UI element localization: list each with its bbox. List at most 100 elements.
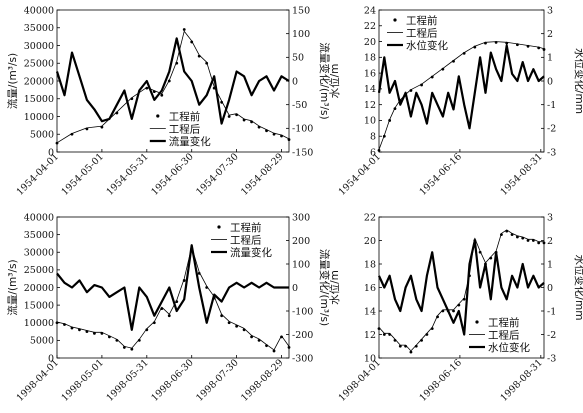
left-tick-label: 18 xyxy=(364,259,376,270)
right-axis-title: 水位变化/mm xyxy=(573,255,583,321)
right-tick-label: -300 xyxy=(292,353,313,364)
right-tick-label: 150 xyxy=(292,5,310,16)
x-tick-label: 1954-06-16 xyxy=(418,151,465,198)
left-tick-label: 10000 xyxy=(24,318,54,329)
series-line xyxy=(377,239,545,336)
legend-label: 工程前 xyxy=(488,316,520,329)
right-axis-title: 流量变化/(m³/s) xyxy=(318,249,331,326)
left-tick-label: 8 xyxy=(370,132,376,143)
right-axis-title: 流量变化/(m³/s) xyxy=(318,42,331,119)
x-tick-label: 1998-07-30 xyxy=(194,357,241,404)
x-tick-label: 1998-06-16 xyxy=(418,357,465,404)
left-tick-label: 15000 xyxy=(24,94,54,105)
right-tick-label: 3 xyxy=(547,5,553,16)
data-point xyxy=(287,346,291,349)
left-axis-title: 水位/m xyxy=(328,64,341,99)
left-tick-label: 40000 xyxy=(24,212,54,223)
x-tick-label: 1998-04-01 xyxy=(337,357,384,404)
legend-label: 工程后 xyxy=(230,234,262,246)
series-thin xyxy=(378,229,544,352)
data-point xyxy=(526,239,530,242)
right-tick-label: -50 xyxy=(292,100,307,111)
right-tick-label: -2 xyxy=(547,330,556,341)
right-tick-label: 2 xyxy=(547,29,553,40)
right-tick-label: -2 xyxy=(547,124,556,135)
left-axis-title: 流量/(m³/s) xyxy=(6,53,19,109)
x-tick-label: 1954-08-29 xyxy=(239,151,286,198)
left-tick-label: 5000 xyxy=(30,336,54,347)
legend-label: 工程前 xyxy=(230,221,262,234)
left-tick-label: 12 xyxy=(364,330,376,341)
left-tick-label: 12 xyxy=(364,100,376,111)
left-tick-label: 10 xyxy=(364,353,376,364)
data-point xyxy=(272,349,276,353)
legend-symbol-dots xyxy=(217,225,221,229)
data-point xyxy=(377,149,381,152)
x-tick-label: 1954-05-31 xyxy=(104,151,151,198)
data-point xyxy=(227,115,231,118)
data-point xyxy=(167,314,171,318)
series-dots xyxy=(55,247,291,353)
right-tick-label: -100 xyxy=(292,124,313,135)
data-point xyxy=(160,93,164,97)
left-tick-label: 20 xyxy=(364,236,376,247)
right-tick-label: -1 xyxy=(547,306,556,317)
series-thick xyxy=(56,244,289,331)
data-point xyxy=(182,28,186,31)
x-tick-label: 1998-08-29 xyxy=(239,357,286,404)
right-tick-label: -150 xyxy=(292,147,313,158)
series-line xyxy=(55,37,290,125)
legend-symbol-dots xyxy=(156,114,160,118)
right-tick-label: 50 xyxy=(292,53,304,64)
right-tick-label: 100 xyxy=(292,29,310,40)
right-tick-label: 200 xyxy=(292,236,310,247)
right-tick-label: -200 xyxy=(292,330,313,341)
left-tick-label: 35000 xyxy=(24,230,54,241)
chart-panel-3: 0 5000 10000 15000 20000 25000 30000 35000 40000… xyxy=(6,212,331,404)
right-tick-label: 1 xyxy=(547,53,553,64)
right-tick-label: 0 xyxy=(547,76,553,87)
right-axis-title: 水位变化/mm xyxy=(573,48,583,114)
legend-symbol-dots xyxy=(393,18,397,22)
data-point xyxy=(542,241,546,245)
legend-label: 流量变化 xyxy=(169,135,211,148)
right-tick-label: 100 xyxy=(292,259,310,270)
series-line xyxy=(56,246,290,351)
legend-label: 工程后 xyxy=(169,123,201,135)
legend-label: 工程后 xyxy=(488,329,520,341)
data-point xyxy=(55,321,59,325)
left-tick-label: 15000 xyxy=(24,300,54,311)
left-tick-label: 14 xyxy=(364,84,376,95)
left-axis-title: 水位/m xyxy=(328,270,341,305)
left-tick-label: 0 xyxy=(48,353,54,364)
right-tick-label: 0 xyxy=(292,76,298,87)
x-tick-label: 1998-04-01 xyxy=(15,357,62,404)
series-line xyxy=(378,41,545,150)
left-tick-label: 24 xyxy=(364,5,376,16)
series-line xyxy=(378,229,544,352)
left-tick-label: 16 xyxy=(364,283,376,294)
plot-frame xyxy=(378,9,545,153)
data-point xyxy=(382,333,386,336)
x-tick-label: 1998-08-31 xyxy=(498,357,545,404)
right-tick-label: -3 xyxy=(547,147,556,158)
x-tick-label: 1954-04-01 xyxy=(337,151,384,198)
right-tick-label: -3 xyxy=(547,353,556,364)
left-tick-label: 18 xyxy=(364,53,376,64)
x-tick-label: 1954-04-01 xyxy=(15,151,62,198)
right-tick-label: 300 xyxy=(292,212,310,223)
x-tick-label: 1998-05-01 xyxy=(60,357,107,404)
left-tick-label: 20 xyxy=(364,37,376,48)
series-thin xyxy=(56,30,290,144)
left-tick-label: 20000 xyxy=(24,283,54,294)
legend-label: 工程后 xyxy=(406,27,438,39)
right-tick-label: -1 xyxy=(547,100,556,111)
x-tick-label: 1954-08-31 xyxy=(498,151,545,198)
left-tick-label: 30000 xyxy=(24,248,54,259)
